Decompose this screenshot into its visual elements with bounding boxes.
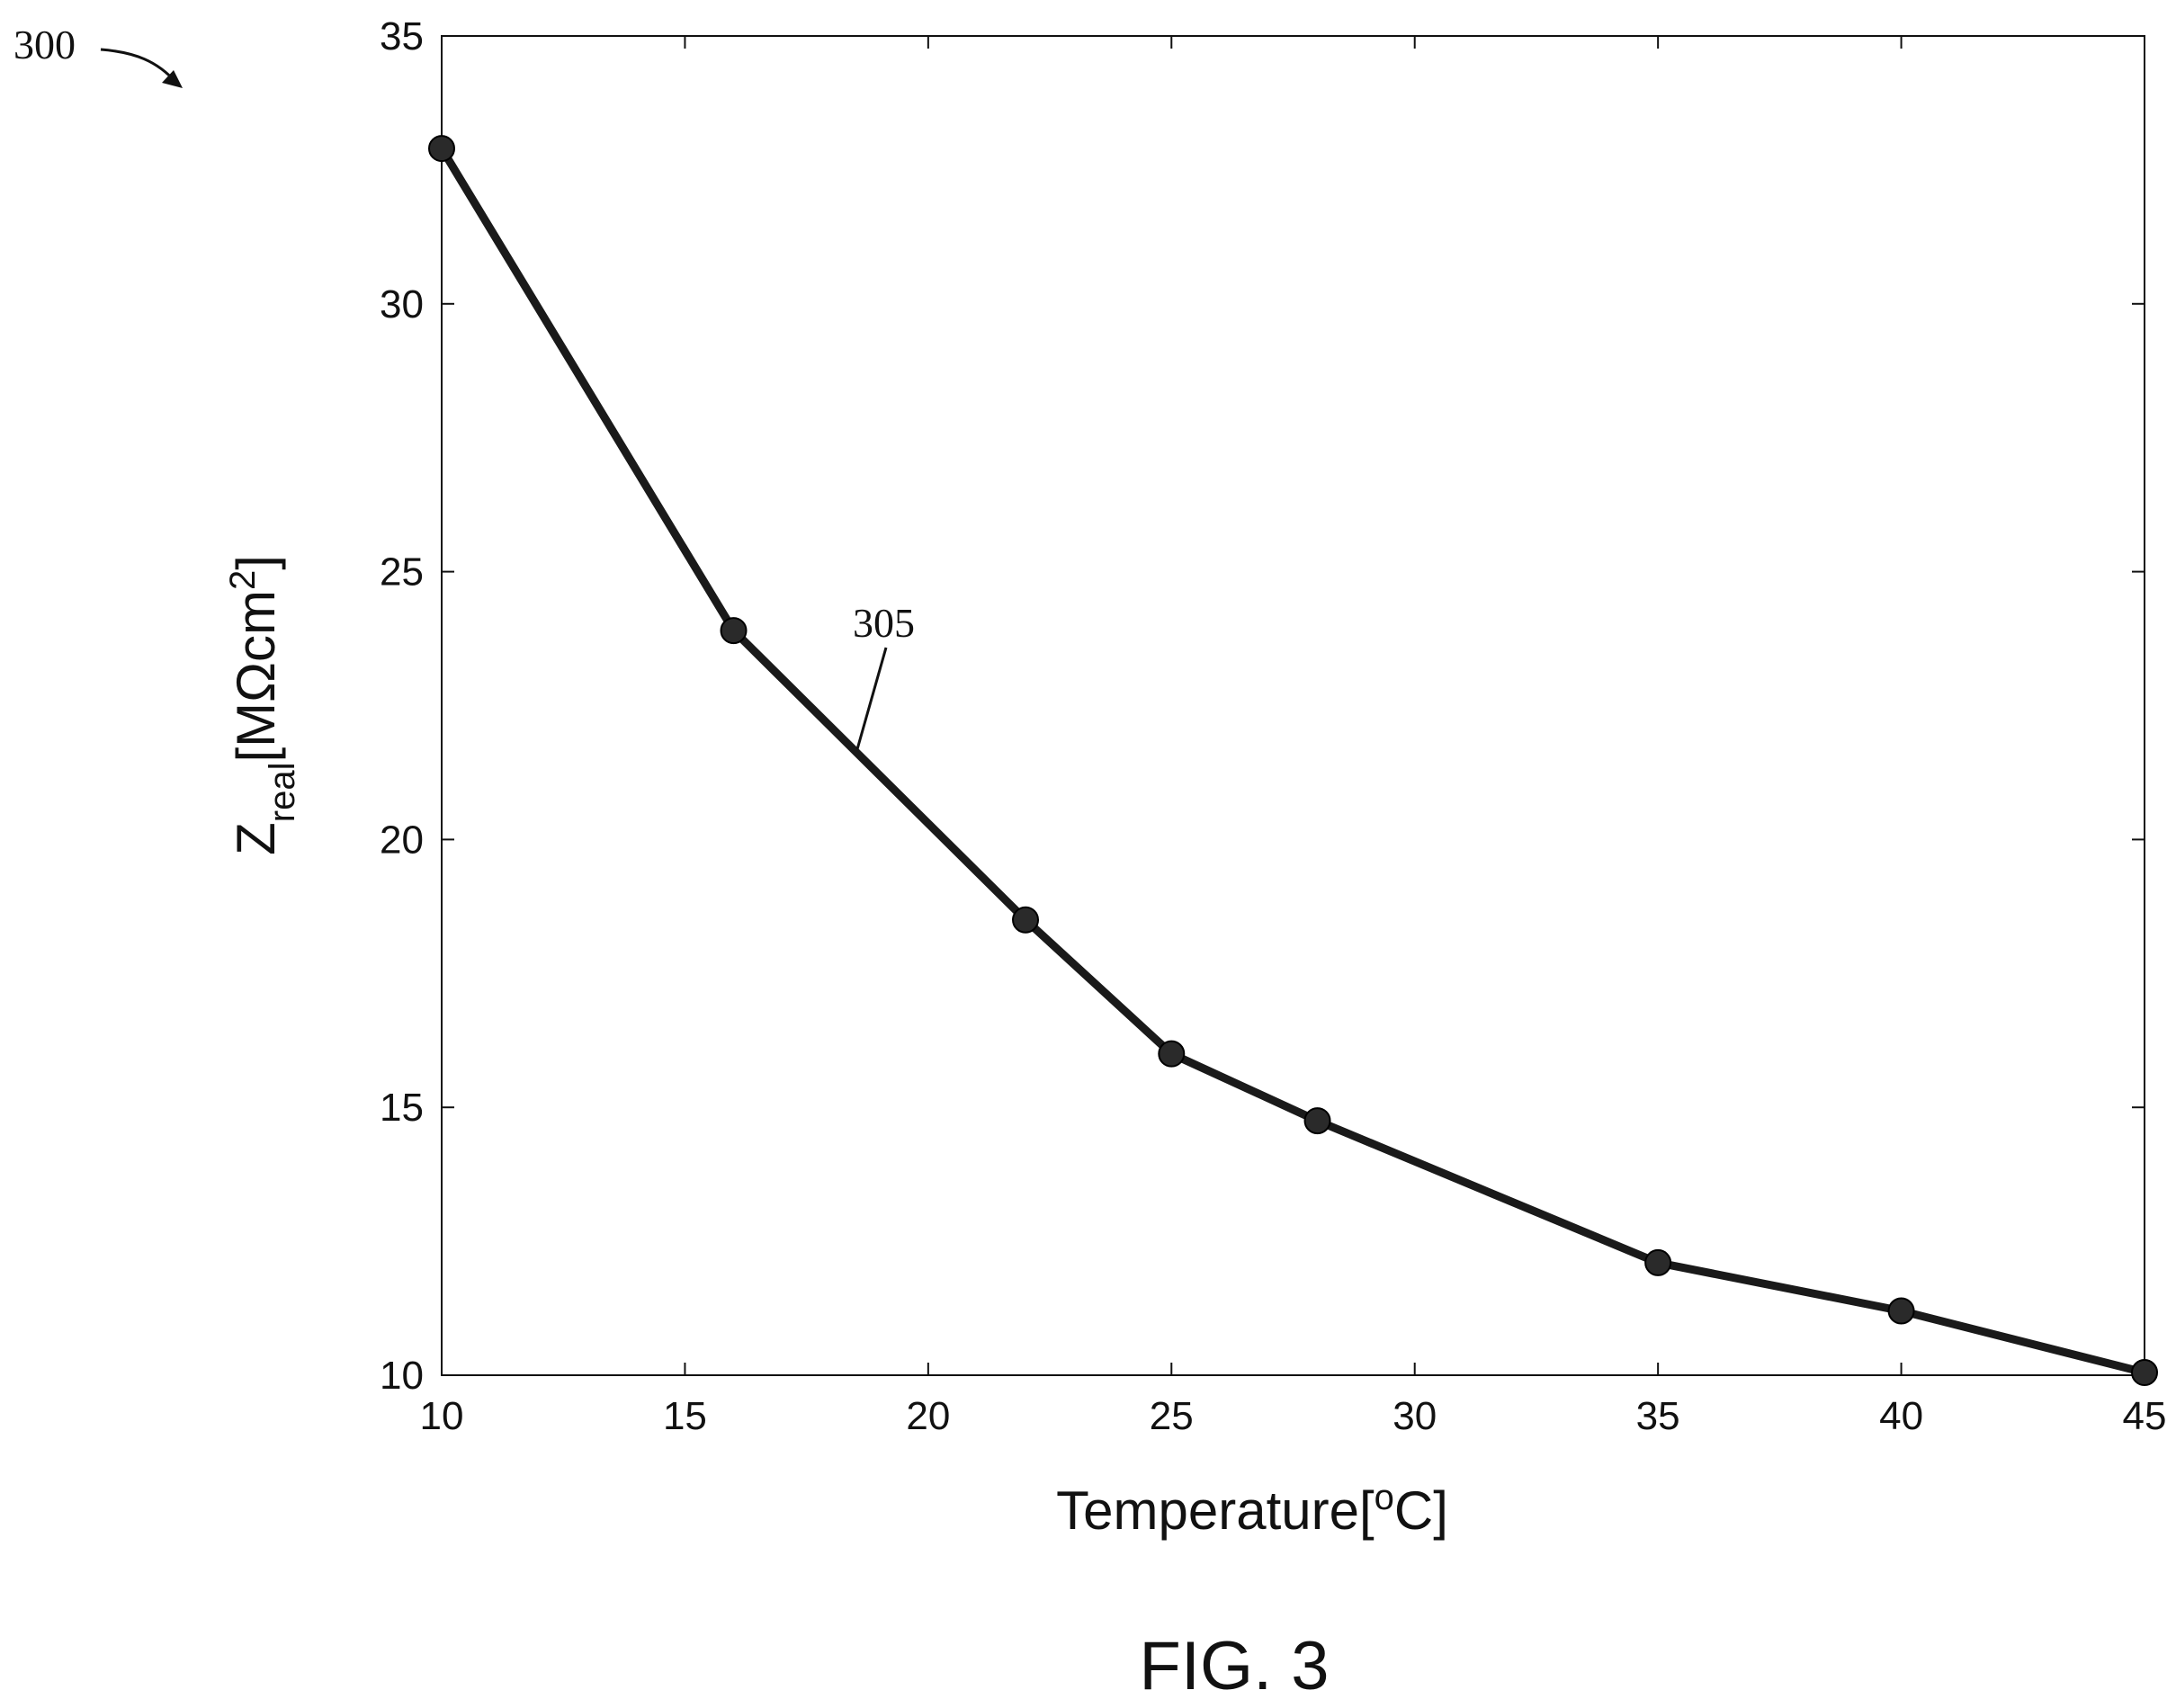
y-tick-label: 25 bbox=[380, 550, 424, 595]
figure-caption: FIG. 3 bbox=[1139, 1628, 1329, 1704]
y-tick-label: 30 bbox=[380, 282, 424, 326]
x-axis-tick-labels: 10 15 20 25 30 35 40 45 bbox=[420, 1394, 2167, 1438]
series-line bbox=[437, 144, 2149, 1377]
series-points bbox=[428, 135, 2158, 1387]
x-tick-label: 25 bbox=[1150, 1394, 1194, 1438]
x-tick-label: 30 bbox=[1392, 1394, 1437, 1438]
y-tick-label: 10 bbox=[380, 1354, 424, 1398]
data-point bbox=[1158, 1040, 1186, 1068]
x-axis-ticks bbox=[441, 36, 2145, 1375]
x-tick-label: 45 bbox=[2123, 1394, 2167, 1438]
y-axis-tick-labels: 10 15 20 25 30 35 bbox=[380, 14, 424, 1398]
figure-ref-label: 300 bbox=[13, 22, 76, 67]
data-point bbox=[1644, 1248, 1672, 1276]
figure-ref-arrow bbox=[100, 48, 178, 84]
y-tick-label: 20 bbox=[380, 818, 424, 862]
x-tick-label: 20 bbox=[906, 1394, 950, 1438]
y-axis-label: Zreal[MΩcm2] bbox=[223, 555, 302, 855]
x-tick-label: 35 bbox=[1636, 1394, 1680, 1438]
y-tick-label: 35 bbox=[380, 14, 424, 58]
plot-frame bbox=[441, 35, 2145, 1376]
data-point bbox=[2131, 1359, 2158, 1387]
data-point bbox=[720, 617, 748, 645]
curve-ref-leader bbox=[855, 647, 888, 750]
y-axis-ticks bbox=[442, 35, 2145, 1376]
data-point bbox=[1012, 906, 1040, 934]
x-axis-label: Temperature[oC] bbox=[1056, 1478, 1448, 1541]
x-tick-label: 40 bbox=[1879, 1394, 1923, 1438]
data-point bbox=[428, 135, 455, 163]
curve-ref-label: 305 bbox=[853, 600, 915, 646]
x-tick-label: 10 bbox=[420, 1394, 464, 1438]
data-point bbox=[1887, 1297, 1915, 1325]
data-point bbox=[1303, 1107, 1331, 1135]
x-tick-label: 15 bbox=[663, 1394, 707, 1438]
figure-ref-arrowhead bbox=[162, 70, 183, 88]
y-tick-label: 15 bbox=[380, 1086, 424, 1130]
